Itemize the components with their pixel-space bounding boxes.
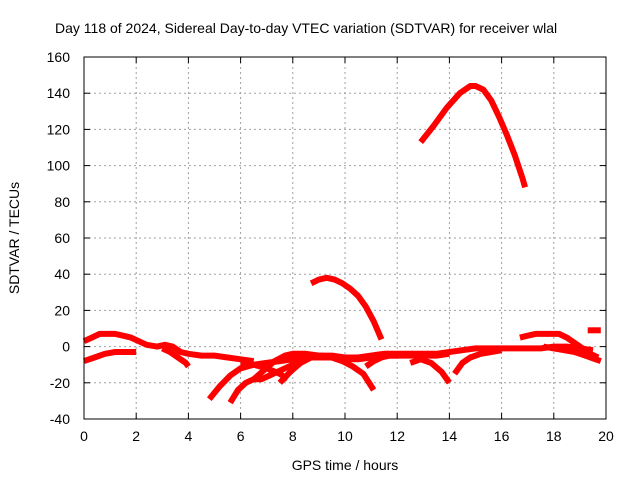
series-line-arc-8 <box>277 352 377 392</box>
series-line-arc-12 <box>418 83 528 189</box>
y-tick-label: -40 <box>50 411 70 427</box>
y-tick-label: 60 <box>54 230 70 246</box>
x-tick-label: 4 <box>185 428 193 444</box>
x-tick-labels: 0 2 4 6 8 10 12 14 16 18 20 <box>80 428 614 444</box>
chart-title: Day 118 of 2024, Sidereal Day-to-day VTE… <box>55 20 557 36</box>
x-tick-label: 10 <box>337 428 353 444</box>
y-tick-label: 160 <box>47 49 71 65</box>
y-tick-label: 20 <box>54 302 70 318</box>
x-tick-label: 2 <box>132 428 140 444</box>
x-tick-label: 0 <box>80 428 88 444</box>
x-tick-label: 12 <box>389 428 405 444</box>
y-tick-label: 40 <box>54 266 70 282</box>
x-tick-label: 8 <box>289 428 297 444</box>
series-line-arc-1 <box>82 330 255 365</box>
series-line-arc-14 <box>519 330 600 361</box>
y-tick-labels: -40 -20 0 20 40 60 80 100 120 140 160 <box>47 49 71 427</box>
y-tick-label: 80 <box>54 194 70 210</box>
x-tick-label: 20 <box>598 428 614 444</box>
series-line-arc-13 <box>452 347 503 376</box>
x-tick-label: 14 <box>442 428 458 444</box>
y-tick-label: 0 <box>62 339 70 355</box>
series-line-arc-9 <box>309 274 385 341</box>
series-line-arc-10 <box>364 352 398 369</box>
series-line-arc-2 <box>83 349 137 364</box>
y-tick-label: 140 <box>47 85 71 101</box>
series-line-arc-3 <box>161 345 191 369</box>
series-line-arc-15 <box>542 343 602 364</box>
y-tick-label: 100 <box>47 158 71 174</box>
y-tick-label: 120 <box>47 121 71 137</box>
data-series <box>82 83 602 405</box>
y-axis-label: SDTVAR / TECUs <box>6 182 22 294</box>
series-line-arc-6 <box>227 358 302 405</box>
y-tick-label: -20 <box>50 375 70 391</box>
x-tick-label: 6 <box>237 428 245 444</box>
x-axis-label: GPS time / hours <box>292 457 399 473</box>
series-line-arc-7 <box>251 343 594 382</box>
axis-ticks <box>83 56 607 420</box>
x-tick-label: 16 <box>494 428 510 444</box>
x-tick-label: 18 <box>546 428 562 444</box>
series-line-arc-11 <box>409 356 452 385</box>
